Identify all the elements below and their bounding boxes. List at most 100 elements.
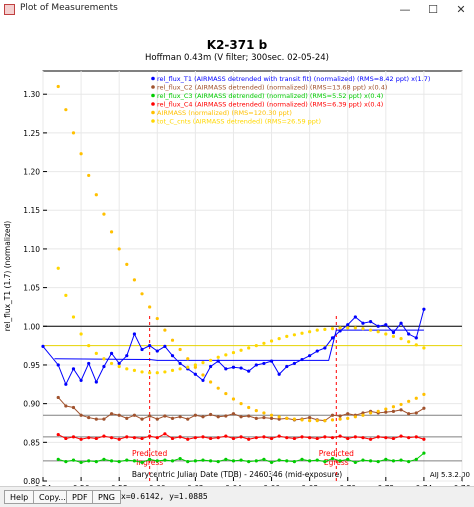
data-point <box>368 320 373 324</box>
data-point <box>94 193 98 197</box>
data-point <box>407 412 411 416</box>
data-point <box>148 414 152 418</box>
data-point <box>384 410 388 414</box>
minimize-button[interactable]: — <box>399 3 411 16</box>
data-point <box>399 434 403 438</box>
data-point <box>269 413 274 417</box>
data-point <box>323 346 327 350</box>
legend-marker <box>151 102 155 106</box>
data-point <box>269 416 274 420</box>
data-point <box>247 346 251 350</box>
data-point <box>361 436 365 440</box>
data-point <box>64 293 68 297</box>
data-point <box>239 435 243 439</box>
png-button[interactable]: PNG <box>92 490 122 504</box>
data-point <box>338 459 342 463</box>
data-point <box>117 361 121 366</box>
data-point <box>384 407 388 411</box>
data-point <box>368 328 373 332</box>
data-point <box>300 331 304 335</box>
data-point <box>117 460 121 464</box>
data-point <box>361 458 365 462</box>
y-tick-label: 1.20 <box>23 168 40 177</box>
data-point <box>109 351 114 355</box>
data-point <box>292 460 296 464</box>
data-point <box>102 212 106 216</box>
data-point <box>338 417 342 421</box>
data-point <box>269 436 274 441</box>
data-point <box>414 457 418 461</box>
data-point <box>346 323 350 327</box>
data-point <box>254 459 258 463</box>
data-point <box>132 459 137 463</box>
data-point <box>170 368 175 372</box>
data-point <box>262 457 266 461</box>
data-point <box>94 460 98 464</box>
data-point <box>163 432 167 436</box>
data-point <box>361 411 365 415</box>
data-point <box>254 416 258 420</box>
data-point <box>292 417 296 421</box>
data-point <box>56 363 60 367</box>
data-point <box>155 459 159 463</box>
maximize-button[interactable]: ☐ <box>428 3 438 16</box>
data-point <box>224 391 228 396</box>
data-point <box>277 434 281 438</box>
data-point <box>102 417 106 421</box>
data-point <box>224 434 228 438</box>
data-point <box>399 408 403 412</box>
data-point <box>407 399 411 403</box>
data-point <box>140 292 144 296</box>
data-point <box>216 415 220 419</box>
data-point <box>330 418 335 422</box>
data-point <box>87 344 91 348</box>
data-point <box>323 327 327 331</box>
bottom-bar: Help Copy... PDF PNG x=0.6142, y=1.0885 <box>0 486 474 507</box>
data-point <box>109 412 114 416</box>
data-point <box>368 411 373 415</box>
data-point <box>308 436 312 440</box>
legend-entry: tot_C_cnts (AIRMASS detrended) (RMS=26.5… <box>157 118 321 126</box>
data-point <box>376 324 380 328</box>
cursor-readout: x=0.6142, y=1.0885 <box>121 492 208 501</box>
data-point <box>79 152 83 156</box>
data-point <box>79 437 83 441</box>
help-button[interactable]: Help <box>4 490 35 504</box>
data-point <box>315 458 319 462</box>
data-point <box>87 459 91 463</box>
data-point <box>368 459 373 463</box>
data-point <box>254 344 258 348</box>
data-point <box>338 414 342 418</box>
data-point <box>216 355 220 359</box>
data-point <box>64 436 68 441</box>
series-line <box>54 329 424 361</box>
data-point <box>292 333 296 337</box>
data-point <box>224 367 228 371</box>
data-point <box>254 363 258 367</box>
data-point <box>64 404 68 408</box>
close-button[interactable]: ✕ <box>456 3 466 16</box>
data-point <box>87 436 91 440</box>
data-point <box>285 364 289 369</box>
data-point <box>308 330 312 334</box>
data-point <box>399 458 403 462</box>
data-point <box>254 409 258 413</box>
data-point <box>346 436 350 441</box>
data-point <box>422 392 426 396</box>
data-point <box>201 361 205 365</box>
data-point <box>231 397 236 401</box>
data-point <box>186 437 190 441</box>
pdf-button[interactable]: PDF <box>66 490 94 504</box>
data-point <box>178 415 182 419</box>
data-point <box>209 459 213 463</box>
plot-area[interactable]: K2-371 b Hoffman 0.43m (V filter; 300sec… <box>0 20 474 493</box>
data-point <box>132 278 137 282</box>
data-point <box>201 378 205 383</box>
data-point <box>155 417 159 421</box>
data-point <box>201 435 205 439</box>
legend-entry: rel_flux_C4 (AIRMASS detrended) (normali… <box>157 101 383 109</box>
data-point <box>346 457 350 461</box>
data-point <box>201 373 205 377</box>
data-point <box>292 361 296 366</box>
data-point <box>414 435 418 439</box>
